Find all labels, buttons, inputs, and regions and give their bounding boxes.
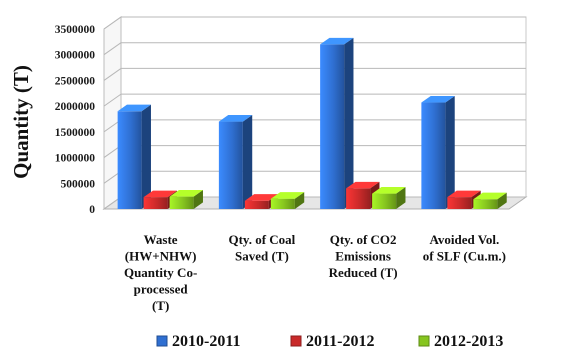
bar-2012-2013-2	[372, 186, 406, 209]
x-category-label: Qty. of Coal	[228, 232, 295, 247]
bar-side	[193, 190, 203, 209]
legend-swatch	[290, 335, 302, 347]
bar-side	[242, 114, 253, 209]
x-category-label: Emissions	[335, 249, 391, 264]
x-category-label: Waste	[144, 232, 178, 247]
legend-label: 2010-2011	[172, 333, 240, 350]
bar-top	[143, 190, 177, 198]
bar-2010-2011-2	[320, 37, 354, 210]
bar-top	[320, 37, 354, 45]
y-tick-label: 3500000	[55, 24, 96, 36]
y-tick-label: 500000	[61, 178, 96, 190]
legend-swatch	[156, 335, 168, 347]
x-category-label: processed	[134, 282, 189, 297]
bar-front	[447, 197, 472, 209]
bar-front	[421, 102, 446, 209]
y-tick-label: 3000000	[55, 50, 96, 62]
bar-front	[143, 197, 168, 209]
bar-front	[169, 196, 194, 209]
bar-side	[497, 192, 507, 209]
bar-2012-2013-3	[473, 192, 507, 209]
x-category-label: Saved (T)	[235, 249, 289, 264]
bar-side	[396, 186, 406, 209]
gridline-side	[103, 42, 122, 56]
bar-top	[244, 194, 279, 201]
bar-2010-2011-3	[421, 95, 455, 209]
bar-front	[372, 193, 397, 209]
bar-2012-2013-0	[169, 190, 203, 209]
bar-front	[473, 199, 498, 209]
bar-top	[117, 104, 151, 112]
bar-top	[218, 114, 253, 122]
x-category-label: (T)	[152, 298, 169, 313]
bar-front	[218, 121, 243, 209]
bar-top	[473, 192, 507, 200]
y-tick-label: 2000000	[55, 101, 96, 113]
bar-side	[445, 95, 455, 209]
bar-front	[320, 44, 345, 209]
x-category-label: Avoided Vol.	[429, 232, 499, 247]
x-category-label: of SLF (Cu.m.)	[423, 249, 506, 264]
bar-top	[346, 181, 380, 189]
bar-front	[244, 200, 269, 209]
legend-label: 2011-2012	[306, 333, 374, 350]
bar-top	[372, 186, 406, 194]
gridline-side	[103, 93, 122, 107]
x-category-label: Quantity Co-	[124, 265, 197, 280]
bar-top	[421, 95, 455, 103]
x-category-label: Qty. of CO2	[330, 232, 397, 247]
x-category-label: Reduced (T)	[329, 265, 398, 280]
bar-side	[294, 192, 305, 209]
gridline-side	[103, 16, 122, 30]
bar-2010-2011-0	[117, 104, 151, 209]
legend-swatch	[418, 335, 430, 347]
bar-top	[270, 192, 305, 199]
bar-front	[270, 198, 295, 209]
x-category-label: (HW+NHW)	[125, 249, 197, 264]
bar-top	[169, 190, 203, 197]
bar-side	[344, 37, 354, 210]
y-tick-label: 1000000	[55, 153, 96, 165]
y-tick-label: 1500000	[55, 127, 96, 139]
y-tick-label: 2500000	[55, 75, 96, 87]
y-tick-label: 0	[89, 204, 95, 216]
bar-2012-2013-1	[270, 192, 305, 209]
bar-front	[346, 188, 371, 209]
bar-2010-2011-1	[218, 114, 253, 209]
bar-front	[117, 111, 142, 209]
bar-top	[447, 190, 481, 198]
y-axis-label: Quantity (T)	[9, 65, 33, 179]
legend-label: 2012-2013	[434, 333, 503, 350]
gridline-side	[103, 68, 122, 81]
bar-side	[141, 104, 151, 209]
